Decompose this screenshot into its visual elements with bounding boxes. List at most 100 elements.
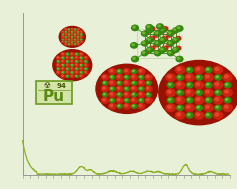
Circle shape — [65, 31, 66, 32]
Circle shape — [150, 27, 155, 30]
Circle shape — [159, 41, 160, 42]
Circle shape — [66, 71, 68, 73]
Circle shape — [62, 41, 64, 43]
Circle shape — [131, 43, 137, 48]
Circle shape — [103, 75, 105, 78]
Circle shape — [223, 104, 232, 112]
Circle shape — [162, 46, 167, 50]
Circle shape — [66, 57, 68, 58]
Circle shape — [132, 87, 135, 89]
Circle shape — [57, 57, 59, 58]
Circle shape — [85, 71, 86, 73]
Circle shape — [66, 75, 69, 77]
Circle shape — [65, 43, 68, 45]
Circle shape — [61, 60, 65, 63]
Circle shape — [166, 104, 175, 112]
Circle shape — [67, 61, 68, 62]
Circle shape — [194, 112, 204, 119]
Circle shape — [76, 53, 77, 54]
Circle shape — [65, 34, 66, 35]
Circle shape — [132, 93, 134, 95]
Circle shape — [81, 31, 82, 32]
Circle shape — [163, 37, 164, 39]
Circle shape — [207, 99, 209, 100]
Circle shape — [141, 51, 148, 56]
Circle shape — [62, 36, 63, 37]
Circle shape — [85, 61, 86, 62]
Circle shape — [77, 43, 79, 44]
Circle shape — [204, 104, 213, 112]
Circle shape — [109, 69, 116, 74]
Circle shape — [123, 103, 130, 109]
Circle shape — [77, 34, 79, 35]
Circle shape — [146, 31, 147, 32]
Circle shape — [80, 75, 82, 76]
Circle shape — [147, 38, 153, 43]
Circle shape — [68, 43, 70, 45]
Circle shape — [177, 75, 183, 80]
Circle shape — [101, 74, 109, 80]
Circle shape — [110, 70, 113, 72]
Circle shape — [205, 90, 209, 93]
Circle shape — [138, 92, 145, 98]
Circle shape — [185, 104, 194, 112]
Circle shape — [196, 113, 200, 116]
Circle shape — [77, 43, 80, 45]
Circle shape — [178, 76, 180, 78]
Circle shape — [68, 31, 71, 33]
Circle shape — [194, 97, 204, 104]
Circle shape — [71, 75, 73, 76]
Circle shape — [71, 64, 74, 67]
Circle shape — [150, 46, 155, 50]
Circle shape — [197, 76, 199, 78]
Circle shape — [74, 36, 77, 38]
Circle shape — [168, 105, 171, 108]
Circle shape — [151, 47, 153, 48]
Circle shape — [151, 37, 153, 38]
Circle shape — [138, 80, 145, 86]
Circle shape — [70, 53, 74, 56]
Circle shape — [67, 53, 68, 54]
Circle shape — [71, 64, 73, 65]
Circle shape — [164, 27, 165, 29]
Circle shape — [117, 99, 120, 101]
Circle shape — [223, 74, 232, 81]
Circle shape — [132, 69, 137, 74]
Circle shape — [133, 57, 135, 59]
Circle shape — [62, 71, 65, 74]
Circle shape — [177, 27, 179, 29]
Circle shape — [81, 36, 82, 37]
Circle shape — [131, 98, 138, 103]
Circle shape — [75, 71, 79, 74]
Circle shape — [196, 67, 200, 70]
Circle shape — [164, 37, 165, 38]
Circle shape — [215, 113, 219, 116]
Circle shape — [124, 98, 129, 102]
Circle shape — [116, 86, 123, 92]
Circle shape — [123, 92, 130, 98]
Circle shape — [176, 26, 183, 31]
Circle shape — [71, 60, 73, 62]
Circle shape — [186, 113, 193, 118]
Circle shape — [68, 36, 71, 38]
Circle shape — [59, 26, 85, 47]
Circle shape — [57, 68, 60, 70]
Circle shape — [158, 30, 163, 34]
Circle shape — [132, 44, 134, 46]
Circle shape — [65, 28, 68, 31]
Circle shape — [77, 36, 79, 38]
Circle shape — [77, 39, 79, 40]
Circle shape — [176, 27, 181, 30]
Circle shape — [159, 60, 237, 125]
Circle shape — [71, 72, 73, 73]
Circle shape — [104, 93, 105, 95]
Text: Pu: Pu — [43, 89, 65, 104]
Circle shape — [142, 52, 145, 53]
Circle shape — [70, 67, 74, 71]
Circle shape — [65, 41, 67, 43]
Circle shape — [177, 113, 181, 116]
Circle shape — [175, 66, 185, 74]
Circle shape — [80, 31, 83, 33]
Circle shape — [65, 39, 66, 40]
Circle shape — [141, 41, 148, 46]
